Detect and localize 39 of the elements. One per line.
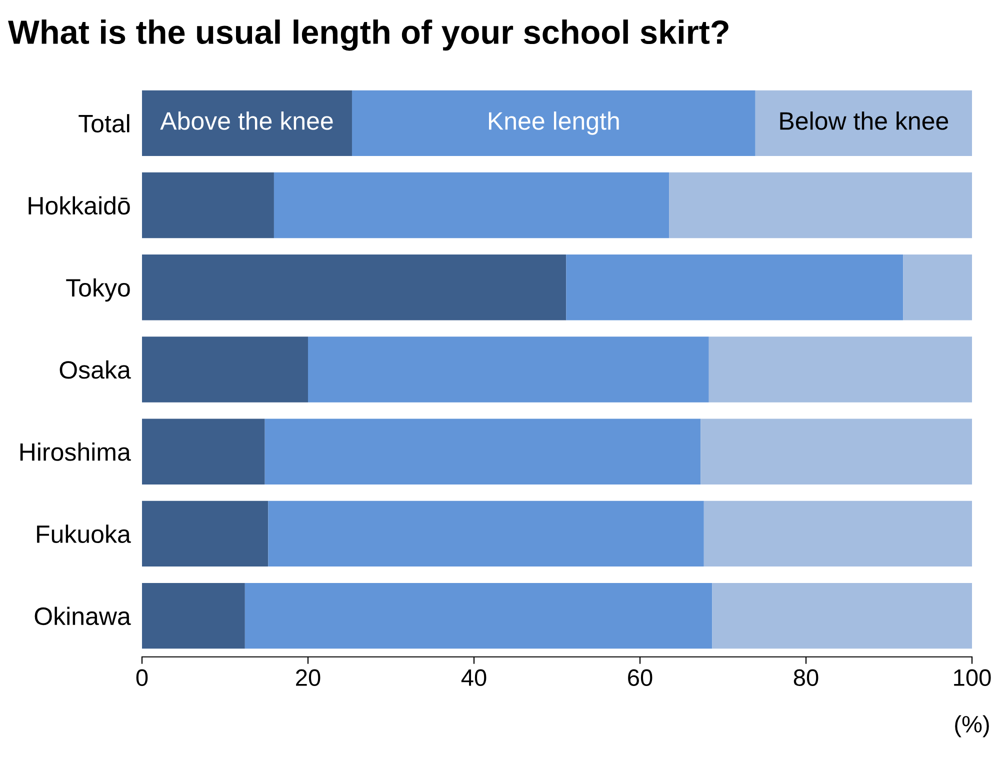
x-tick-label: 60 bbox=[628, 669, 652, 686]
bar bbox=[264, 418, 701, 484]
bar bbox=[244, 582, 712, 649]
y-tick-label: Total bbox=[78, 114, 130, 132]
bar bbox=[142, 90, 352, 156]
x-tick-label: 100 bbox=[954, 669, 991, 686]
y-tick-label: Tokyo bbox=[66, 278, 130, 302]
bar bbox=[566, 254, 904, 320]
series-label: Below the knee bbox=[780, 112, 948, 130]
y-tick-label: Osaka bbox=[60, 360, 131, 379]
bar bbox=[142, 500, 268, 567]
series-label: Above the knee bbox=[160, 112, 333, 130]
series-label: Knee length bbox=[489, 112, 619, 135]
bar bbox=[352, 90, 756, 156]
bar bbox=[755, 90, 972, 156]
bar bbox=[142, 582, 245, 649]
y-tick-label: Fukuoka bbox=[37, 524, 131, 544]
bar bbox=[142, 172, 274, 238]
bar bbox=[142, 336, 308, 402]
bar bbox=[903, 254, 972, 320]
bar bbox=[142, 418, 265, 484]
bar bbox=[274, 172, 670, 238]
y-tick-label: Hiroshima bbox=[20, 442, 131, 461]
bar bbox=[268, 500, 704, 567]
bar bbox=[704, 500, 972, 567]
bar bbox=[708, 336, 972, 402]
y-tick-label: Hokkaidō bbox=[28, 196, 130, 215]
x-tick-label: 80 bbox=[794, 669, 818, 686]
bar bbox=[669, 172, 972, 238]
bar bbox=[712, 582, 972, 649]
x-axis-title: (%) bbox=[955, 715, 989, 738]
x-tick-label: 0 bbox=[136, 669, 148, 686]
chart-title: What is the usual length of your school skirt? bbox=[8, 20, 728, 51]
bar bbox=[308, 336, 709, 402]
bar bbox=[142, 254, 566, 320]
x-tick-label: 40 bbox=[461, 669, 486, 686]
y-tick-label: Okinawa bbox=[34, 606, 131, 626]
bar bbox=[700, 418, 972, 484]
x-tick-label: 20 bbox=[296, 669, 320, 686]
